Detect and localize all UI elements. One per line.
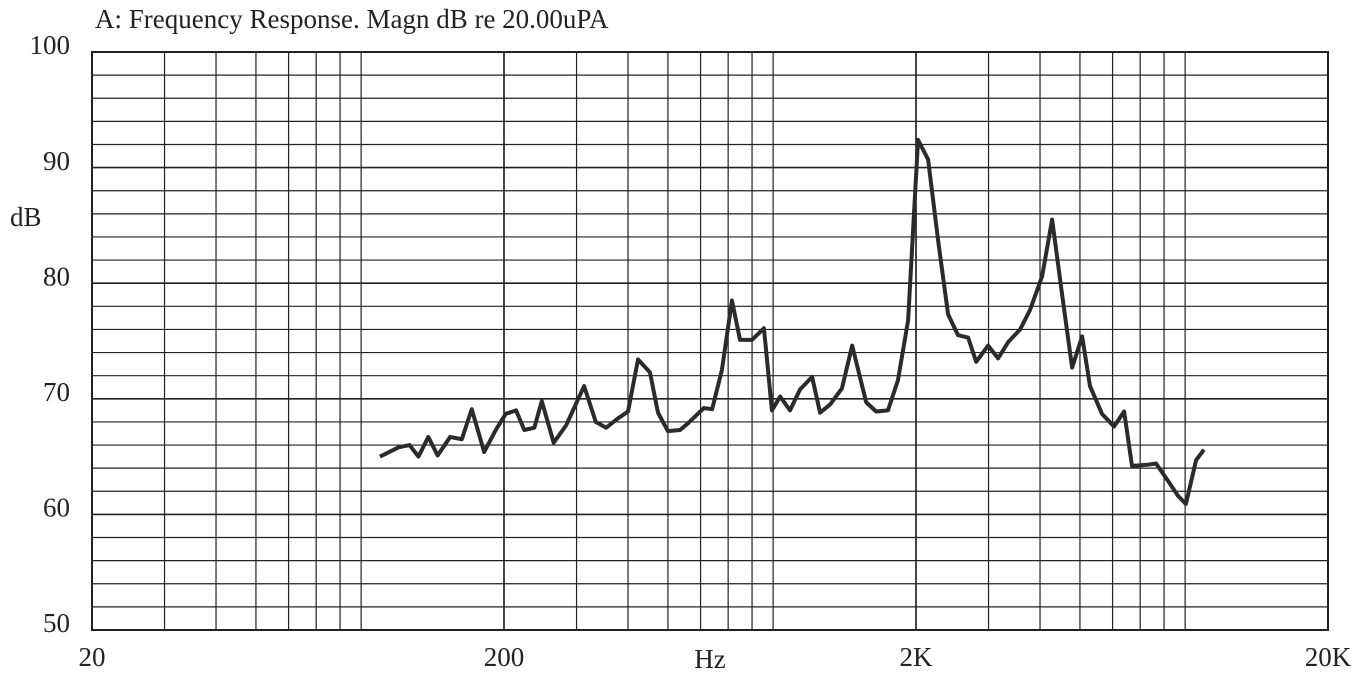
x-tick-label: 20 xyxy=(79,642,106,672)
plot-frame xyxy=(91,51,1329,631)
y-tick-label: 90 xyxy=(43,146,70,176)
y-tick-label: 100 xyxy=(30,30,71,60)
y-tick-label: 60 xyxy=(43,493,70,523)
y-tick-label: 80 xyxy=(43,261,70,291)
y-axis-label: dB xyxy=(10,202,42,232)
data-line xyxy=(379,137,1206,506)
x-tick-label: 20K xyxy=(1305,642,1352,672)
x-tick-label: 2K xyxy=(900,642,934,672)
x-axis-label: Hz xyxy=(694,644,725,674)
y-tick-label: 50 xyxy=(43,608,70,638)
x-tick-label: 200 xyxy=(484,642,525,672)
y-tick-label: 70 xyxy=(43,377,70,407)
chart-title: A: Frequency Response. Magn dB re 20.00u… xyxy=(95,4,609,34)
